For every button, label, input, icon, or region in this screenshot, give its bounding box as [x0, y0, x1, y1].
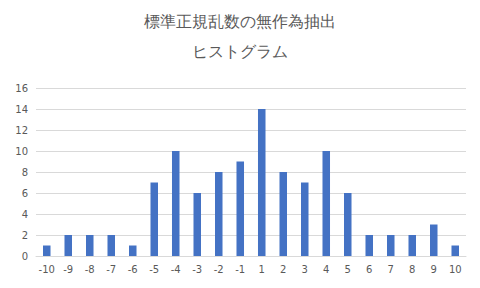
svg-text:3: 3: [302, 264, 308, 275]
svg-text:8: 8: [409, 264, 415, 275]
svg-text:7: 7: [388, 264, 394, 275]
svg-text:5: 5: [345, 264, 351, 275]
svg-text:-4: -4: [171, 264, 181, 275]
svg-text:ヒストグラム: ヒストグラム: [192, 42, 288, 61]
svg-text:1: 1: [259, 264, 265, 275]
svg-text:16: 16: [15, 83, 28, 94]
svg-text:6: 6: [22, 188, 28, 199]
svg-text:4: 4: [22, 209, 28, 220]
svg-text:0: 0: [22, 251, 28, 262]
svg-text:-9: -9: [63, 264, 73, 275]
svg-text:-1: -1: [235, 264, 245, 275]
svg-text:4: 4: [323, 264, 329, 275]
svg-text:6: 6: [366, 264, 372, 275]
svg-text:9: 9: [431, 264, 437, 275]
svg-text:-8: -8: [85, 264, 95, 275]
svg-text:-3: -3: [192, 264, 202, 275]
svg-text:標準正規乱数の無作為抽出: 標準正規乱数の無作為抽出: [144, 12, 336, 31]
svg-text:14: 14: [15, 104, 28, 115]
svg-text:-2: -2: [214, 264, 224, 275]
svg-text:-6: -6: [128, 264, 138, 275]
svg-text:12: 12: [15, 125, 28, 136]
svg-text:-10: -10: [39, 264, 55, 275]
svg-text:-5: -5: [149, 264, 159, 275]
svg-text:2: 2: [22, 230, 28, 241]
svg-text:10: 10: [15, 146, 28, 157]
svg-text:2: 2: [280, 264, 286, 275]
svg-text:-7: -7: [106, 264, 116, 275]
svg-text:8: 8: [22, 167, 28, 178]
svg-text:10: 10: [449, 264, 462, 275]
